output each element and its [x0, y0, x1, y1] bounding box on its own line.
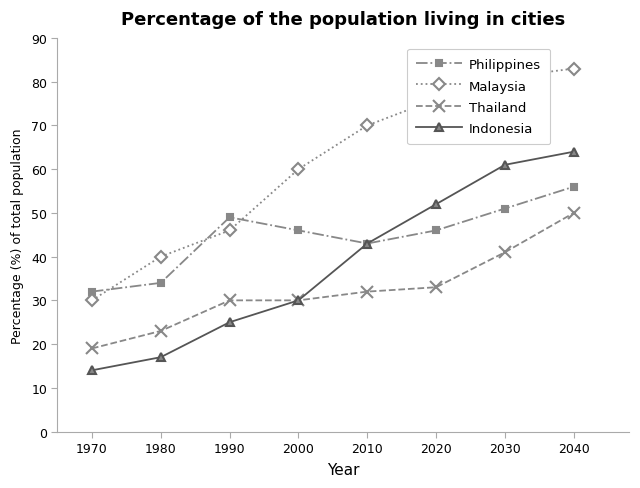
Indonesia: [226, 320, 234, 325]
Title: Percentage of the population living in cities: Percentage of the population living in c…: [121, 11, 565, 29]
Indonesia: [294, 298, 302, 304]
Thailand: [432, 285, 440, 290]
Line: Malaysia: Malaysia: [88, 65, 578, 305]
Thailand: [570, 210, 578, 216]
Philippines: [226, 215, 234, 221]
Malaysia: [294, 167, 302, 173]
Philippines: [88, 289, 96, 295]
Malaysia: [157, 254, 164, 260]
Philippines: [294, 228, 302, 234]
Philippines: [364, 241, 371, 247]
Indonesia: [157, 355, 164, 361]
Indonesia: [570, 149, 578, 155]
Legend: Philippines, Malaysia, Thailand, Indonesia: Philippines, Malaysia, Thailand, Indones…: [407, 49, 550, 145]
Line: Indonesia: Indonesia: [88, 148, 578, 375]
Thailand: [226, 298, 234, 304]
Thailand: [501, 250, 509, 256]
Thailand: [88, 346, 96, 352]
Indonesia: [364, 241, 371, 247]
Indonesia: [88, 367, 96, 373]
Malaysia: [501, 75, 509, 81]
Malaysia: [88, 298, 96, 304]
Malaysia: [570, 66, 578, 72]
Thailand: [294, 298, 302, 304]
Philippines: [501, 206, 509, 212]
Malaysia: [364, 123, 371, 129]
Philippines: [432, 228, 440, 234]
Philippines: [157, 280, 164, 286]
Thailand: [364, 289, 371, 295]
Malaysia: [226, 228, 234, 234]
Thailand: [157, 328, 164, 334]
Line: Thailand: Thailand: [86, 208, 579, 354]
Y-axis label: Percentage (%) of total population: Percentage (%) of total population: [11, 128, 24, 343]
Indonesia: [432, 202, 440, 208]
X-axis label: Year: Year: [327, 462, 360, 477]
Line: Philippines: Philippines: [88, 184, 577, 295]
Indonesia: [501, 163, 509, 168]
Malaysia: [432, 97, 440, 103]
Philippines: [570, 184, 578, 190]
